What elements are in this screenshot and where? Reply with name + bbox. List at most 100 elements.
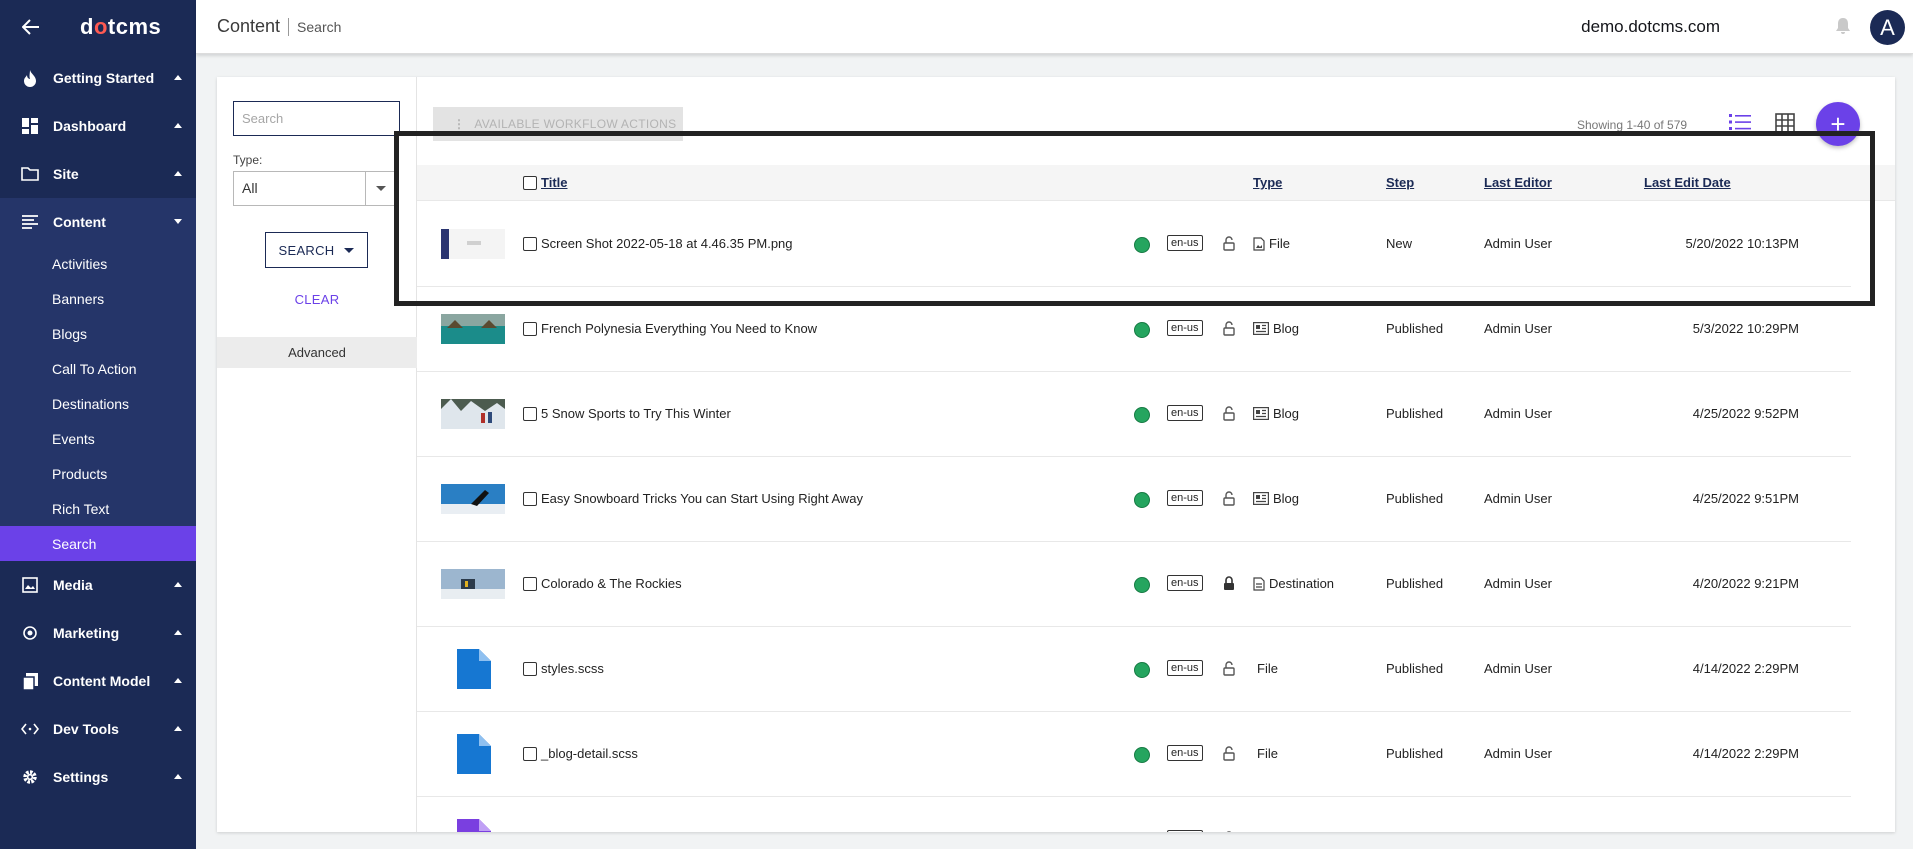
row-step: New [1386, 236, 1413, 251]
row-title[interactable]: 5 Snow Sports to Try This Winter [541, 406, 731, 421]
row-checkbox[interactable] [523, 577, 537, 591]
content-thumbnail[interactable] [441, 569, 505, 599]
lock-open-icon[interactable] [1223, 831, 1235, 832]
sidebar-item-blogs[interactable]: Blogs [52, 325, 88, 342]
sidebar-item-dashboard[interactable]: Dashboard [0, 102, 196, 150]
language-badge: en-us [1167, 490, 1203, 506]
content-model-icon [20, 672, 40, 690]
sidebar-item-settings[interactable]: Settings [0, 753, 196, 801]
column-step[interactable]: Step [1386, 175, 1415, 190]
file-icon [457, 734, 491, 774]
status-indicator [1134, 492, 1150, 508]
row-checkbox[interactable] [523, 322, 537, 336]
sidebar-item-dev-tools[interactable]: Dev Tools [0, 705, 196, 753]
row-checkbox[interactable] [523, 662, 537, 676]
type-select[interactable]: All [233, 171, 396, 206]
row-checkbox[interactable] [523, 237, 537, 251]
row-checkbox[interactable] [523, 407, 537, 421]
row-title[interactable]: Colorado & The Rockies [541, 576, 682, 591]
row-last-editor: Admin User [1484, 491, 1552, 506]
content-thumbnail[interactable] [441, 229, 505, 259]
workflow-actions-button[interactable]: ⋮ AVAILABLE WORKFLOW ACTIONS [433, 107, 683, 141]
table-row[interactable]: en-us [417, 797, 1851, 832]
content-thumbnail[interactable] [441, 314, 505, 344]
language-badge: en-us [1167, 235, 1203, 251]
column-title[interactable]: Title [541, 175, 568, 190]
arrow-back-icon[interactable] [20, 16, 42, 38]
language-badge: en-us [1167, 745, 1203, 761]
sidebar-item-media[interactable]: Media [0, 561, 196, 609]
marketing-icon [20, 624, 40, 642]
row-last-edit-date: 5/3/2022 10:29PM [1692, 321, 1799, 336]
avatar[interactable]: A [1870, 10, 1905, 45]
row-checkbox[interactable] [523, 747, 537, 761]
table-row[interactable]: styles.scss en-us File Published Admin User 4… [417, 627, 1851, 712]
lock-open-icon[interactable] [1223, 321, 1235, 336]
column-type[interactable]: Type [1253, 175, 1283, 190]
blog-icon [1253, 492, 1273, 505]
row-title[interactable]: Screen Shot 2022-05-18 at 4.46.35 PM.png [541, 236, 793, 251]
destination-icon [1253, 576, 1269, 591]
search-input[interactable] [233, 101, 400, 136]
lock-open-icon[interactable] [1223, 406, 1235, 421]
row-type: File [1253, 236, 1290, 251]
dotcms-logo[interactable]: dotcms [80, 14, 162, 39]
dev-tools-icon [20, 720, 40, 738]
row-checkbox[interactable] [523, 492, 537, 506]
list-view-icon[interactable] [1729, 113, 1751, 131]
lock-open-icon[interactable] [1223, 746, 1235, 761]
lock-open-icon[interactable] [1223, 661, 1235, 676]
site-selector[interactable]: demo.dotcms.com [1581, 16, 1720, 36]
sidebar-item-search[interactable]: Search [0, 526, 196, 561]
sidebar-item-rich-text[interactable]: Rich Text [52, 500, 110, 517]
sidebar-item-events[interactable]: Events [52, 430, 95, 447]
sidebar-item-site[interactable]: Site [0, 150, 196, 198]
grid-view-icon[interactable] [1775, 113, 1795, 133]
clear-button[interactable]: CLEAR [294, 292, 340, 307]
row-title[interactable]: Easy Snowboard Tricks You can Start Usin… [541, 491, 864, 506]
type-select-value: All [242, 180, 258, 196]
type-label: Type: [233, 153, 263, 167]
sidebar-item-getting-started[interactable]: Getting Started [0, 54, 196, 102]
sidebar-item-activities[interactable]: Activities [52, 255, 108, 272]
table-row[interactable]: _blog-detail.scss en-us File Published Admin… [417, 712, 1851, 797]
column-last-editor[interactable]: Last Editor [1484, 175, 1552, 190]
row-title[interactable]: French Polynesia Everything You Need to … [541, 321, 818, 336]
lock-open-icon[interactable] [1223, 491, 1235, 506]
content-search-panel: Type: All SEARCH CLEAR Advanced ⋮ AVAILA… [217, 77, 1895, 832]
row-title[interactable]: _blog-detail.scss [541, 746, 638, 761]
sidebar-item-content[interactable]: Content [0, 198, 196, 246]
add-content-button[interactable]: + [1816, 102, 1860, 146]
sidebar-item-destinations[interactable]: Destinations [52, 395, 130, 412]
select-all-checkbox[interactable] [523, 176, 537, 190]
table-row[interactable]: Screen Shot 2022-05-18 at 4.46.35 PM.png… [417, 202, 1851, 287]
advanced-toggle[interactable]: Advanced [217, 337, 417, 368]
sidebar-item-products[interactable]: Products [52, 465, 108, 482]
sidebar-top: dotcms [0, 0, 196, 54]
breadcrumb-separator [288, 17, 290, 36]
search-button[interactable]: SEARCH [265, 232, 368, 268]
lock-open-icon[interactable] [1223, 236, 1235, 251]
status-indicator [1134, 577, 1150, 593]
sidebar-item-banners[interactable]: Banners [52, 290, 105, 307]
table-row[interactable]: 5 Snow Sports to Try This Winter en-us Blo… [417, 372, 1851, 457]
row-last-edit-date: 5/20/2022 10:13PM [1685, 236, 1799, 251]
table-row[interactable]: French Polynesia Everything You Need to … [417, 287, 1851, 372]
chevron-down-icon[interactable] [365, 172, 395, 205]
column-last-edit-date[interactable]: Last Edit Date [1644, 175, 1731, 190]
table-row[interactable]: Easy Snowboard Tricks You can Start Usin… [417, 457, 1851, 542]
table-row[interactable]: Colorado & The Rockies en-us Destination Pu… [417, 542, 1851, 627]
sidebar-item-marketing[interactable]: Marketing [0, 609, 196, 657]
row-last-edit-date: 4/14/2022 2:29PM [1692, 746, 1799, 761]
file-icon [457, 649, 491, 689]
page-title[interactable]: Content [217, 16, 281, 36]
row-title[interactable]: styles.scss [541, 661, 604, 676]
bell-icon[interactable] [1833, 16, 1853, 36]
lock-closed-icon[interactable] [1223, 576, 1235, 591]
sidebar-item-call-to-action[interactable]: Call To Action [52, 360, 137, 377]
content-thumbnail[interactable] [441, 484, 505, 514]
results-area: ⋮ AVAILABLE WORKFLOW ACTIONS Showing 1-4… [417, 77, 1895, 832]
sidebar-item-content-model[interactable]: Content Model [0, 657, 196, 705]
content-thumbnail[interactable] [441, 399, 505, 429]
row-last-editor: Admin User [1484, 406, 1552, 421]
